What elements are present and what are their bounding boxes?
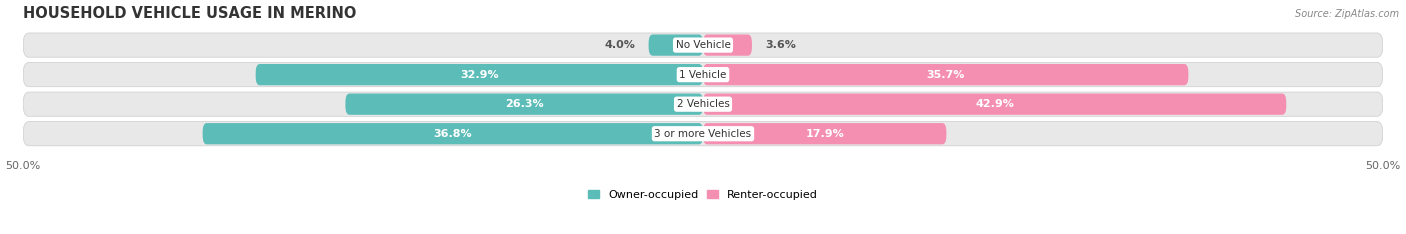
FancyBboxPatch shape xyxy=(22,92,1384,116)
FancyBboxPatch shape xyxy=(703,64,1188,85)
Text: 17.9%: 17.9% xyxy=(806,129,844,139)
FancyBboxPatch shape xyxy=(22,33,1384,57)
FancyBboxPatch shape xyxy=(202,123,703,144)
FancyBboxPatch shape xyxy=(256,64,703,85)
FancyBboxPatch shape xyxy=(703,34,752,56)
FancyBboxPatch shape xyxy=(346,94,703,115)
FancyBboxPatch shape xyxy=(22,122,1384,146)
Text: 1 Vehicle: 1 Vehicle xyxy=(679,70,727,80)
Text: 2 Vehicles: 2 Vehicles xyxy=(676,99,730,109)
Text: No Vehicle: No Vehicle xyxy=(675,40,731,50)
Text: 36.8%: 36.8% xyxy=(433,129,472,139)
Text: 26.3%: 26.3% xyxy=(505,99,544,109)
Text: 42.9%: 42.9% xyxy=(976,99,1014,109)
Legend: Owner-occupied, Renter-occupied: Owner-occupied, Renter-occupied xyxy=(583,186,823,205)
FancyBboxPatch shape xyxy=(648,34,703,56)
FancyBboxPatch shape xyxy=(22,62,1384,87)
Text: 35.7%: 35.7% xyxy=(927,70,965,80)
Text: 3 or more Vehicles: 3 or more Vehicles xyxy=(654,129,752,139)
Text: 4.0%: 4.0% xyxy=(605,40,636,50)
Text: 3.6%: 3.6% xyxy=(765,40,796,50)
Text: Source: ZipAtlas.com: Source: ZipAtlas.com xyxy=(1295,9,1399,19)
FancyBboxPatch shape xyxy=(703,123,946,144)
Text: HOUSEHOLD VEHICLE USAGE IN MERINO: HOUSEHOLD VEHICLE USAGE IN MERINO xyxy=(22,6,357,21)
FancyBboxPatch shape xyxy=(703,94,1286,115)
Text: 32.9%: 32.9% xyxy=(460,70,499,80)
